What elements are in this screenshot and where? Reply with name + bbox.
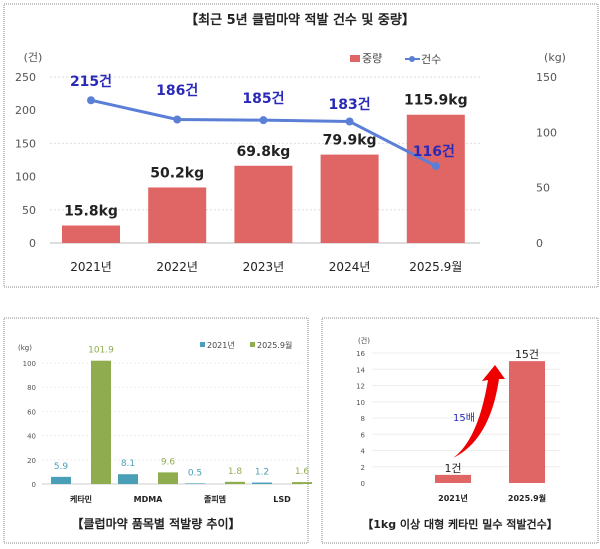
legend-swatch [250,342,255,347]
right-tick: 100 [536,126,557,139]
bar-weight [148,187,207,243]
bar-label: 15.8kg [64,204,118,220]
left-tick: 100 [15,171,36,184]
y-tick: 100 [23,360,36,368]
x-tick: 2022년 [156,260,198,274]
left-tick: 50 [22,204,36,217]
y-tick: 40 [27,433,36,441]
bar-label: 101.9 [88,346,114,356]
x-tick: 2021년 [70,260,112,274]
chart2-ylabel: (kg) [18,344,32,352]
line-label: 185건 [242,90,284,107]
bar-label: 1.2 [255,468,269,478]
bar-label: 79.9kg [323,133,377,149]
bar-2021 [118,474,138,484]
legend-marker-count [409,56,415,62]
y-tick: 0 [32,481,36,489]
bar-2021 [51,476,71,484]
growth-arrow-icon [453,365,505,458]
y-tick: 4 [361,448,366,456]
bar-label: 0.5 [188,468,202,478]
right-tick: 50 [536,182,550,195]
bar-2025 [225,481,245,484]
y-tick: 60 [27,408,36,416]
x-tick: 2024년 [329,260,371,274]
chart3-ylabel: (건) [358,336,370,345]
bar-label: 115.9kg [404,93,468,109]
y-tick: 6 [361,431,366,439]
bar-weight [234,165,293,243]
chart2-frame [3,317,309,544]
y-tick: 8 [361,415,365,423]
line-label: 116건 [413,143,455,160]
line-label: 215건 [70,73,112,90]
annotation: 15배 [453,412,475,424]
bar-label: 1.6 [295,467,310,477]
line-label: 183건 [329,96,371,113]
right-tick: 150 [536,71,557,84]
legend-swatch [200,342,205,347]
y-tick: 16 [356,350,365,358]
y-tick: 14 [356,366,365,374]
x-tick: 졸피뎀 [204,494,226,504]
bar-label: 5.9 [54,462,69,472]
left-tick: 250 [15,71,36,84]
legend-label: 2025.9월 [257,340,292,350]
bar-weight [320,154,379,243]
bar-2021 [252,482,272,484]
right-tick: 0 [536,237,543,250]
line-point [173,115,182,124]
left-tick: 200 [15,104,36,117]
left-tick: 0 [29,237,36,250]
line-point [345,117,354,126]
chart3-frame [321,317,599,544]
line-label: 186건 [156,82,198,99]
legend-swatch-weight [350,55,360,62]
bar-label: 15건 [515,348,539,361]
bar-label: 1건 [444,462,461,475]
line-point [87,96,95,105]
line-point [431,161,440,170]
bar-2025 [158,472,178,484]
x-tick: 2023년 [243,260,285,274]
line-point [259,116,268,125]
bar-label: 9.6 [161,457,176,467]
y-tick: 0 [361,480,365,488]
bar-label: 1.8 [228,467,243,477]
x-tick: MDMA [134,495,164,504]
bar-2021 [185,483,205,484]
bar-label: 50.2kg [150,165,204,181]
x-tick: 2025.9월 [508,493,546,503]
y-tick: 2 [361,464,365,472]
bar-2025 [91,360,111,484]
legend-label: 2021년 [207,340,235,350]
chart3-title: 【1kg 이상 대형 케타민 밀수 적발건수】 [362,517,558,531]
bar-2025 [292,482,312,484]
x-tick: 케타민 [70,494,92,504]
y-tick: 12 [356,383,365,391]
bar-label: 8.1 [121,459,135,469]
legend-weight: 중량 [362,52,382,65]
y-tick: 80 [27,384,36,392]
bar-label: 69.8kg [236,144,290,160]
chart2-title: 【클럽마약 품목별 적발량 추이】 [71,516,240,531]
x-tick: LSD [273,495,291,504]
right-axis-label: (kg) [544,51,566,64]
bar-weight [406,114,465,243]
chart1-title: 【최근 5년 클럽마약 적발 건수 및 중량】 [185,12,415,28]
bar-count [509,361,545,483]
legend-count: 건수 [421,53,441,66]
x-tick: 2025.9월 [409,260,462,274]
y-tick: 20 [27,457,36,465]
bar-count [435,474,471,483]
x-tick: 2021년 [438,493,468,503]
chart1-frame [3,3,599,288]
bar-weight [62,225,120,243]
left-axis-label: (건) [24,51,43,64]
left-tick: 150 [15,137,36,150]
y-tick: 10 [356,399,365,407]
